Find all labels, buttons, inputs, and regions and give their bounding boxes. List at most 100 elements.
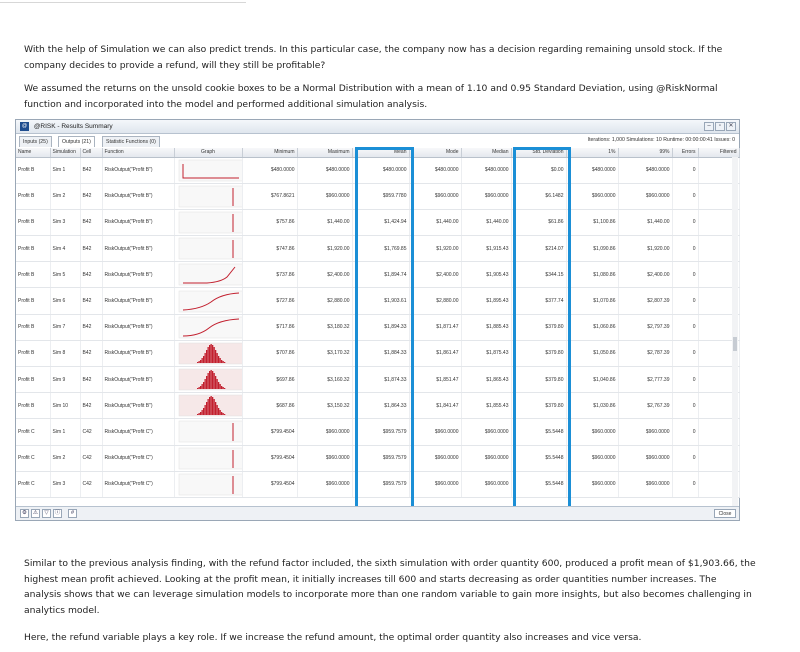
histogram-bar xyxy=(222,387,224,390)
graph-background xyxy=(178,316,241,338)
col-filtered[interactable]: Filtered xyxy=(698,148,740,158)
table-row[interactable]: Profit C Sim 2 C42 RiskOutput("Profit C") $7… xyxy=(16,445,740,472)
cell-ref: B42 xyxy=(80,157,103,184)
distribution-graph-hist xyxy=(178,368,241,391)
cell-name: Profit C xyxy=(16,445,51,472)
col-mode[interactable]: Mode xyxy=(409,148,462,158)
col-std-deviation[interactable]: Std. Deviation xyxy=(511,148,567,158)
histogram-bar xyxy=(216,352,218,363)
tab-outputs[interactable]: Outputs (21) xyxy=(58,136,95,147)
cell-mean: $1,864.33 xyxy=(352,392,410,420)
col-errors[interactable]: Errors xyxy=(672,148,699,158)
cell-median: $960.0000 xyxy=(461,471,512,498)
graph-cdf-curve xyxy=(182,318,239,337)
cell-median: $1,885.43 xyxy=(461,314,512,341)
table-row[interactable]: Profit B Sim 2 B42 RiskOutput("Profit B") $7… xyxy=(16,183,740,210)
cell-mean: $959.7579 xyxy=(352,471,410,498)
cell-graph xyxy=(174,340,243,368)
cell-p99: $2,777.39 xyxy=(618,366,673,394)
cell-simulation: Sim 1 xyxy=(50,418,81,446)
table-row[interactable]: Profit B Sim 6 B42 RiskOutput("Profit B") $7… xyxy=(16,287,740,315)
histogram-bar xyxy=(222,360,224,363)
cell-ref: C42 xyxy=(80,418,103,446)
table-row[interactable]: Profit B Sim 3 B42 RiskOutput("Profit B") $7… xyxy=(16,209,740,237)
distribution-graph-flat xyxy=(178,237,241,260)
cell-mean: $1,874.33 xyxy=(352,366,410,394)
tab-statistic-functions[interactable]: Statistic Functions (0) xyxy=(102,136,160,147)
cell-graph xyxy=(174,418,243,446)
table-row[interactable]: Profit B Sim 4 B42 RiskOutput("Profit B") $7… xyxy=(16,235,740,263)
tab-inputs[interactable]: Inputs (25) xyxy=(19,136,52,147)
cell-maximum: $960.0000 xyxy=(297,183,353,210)
cell-p1: $960.0000 xyxy=(566,445,619,472)
col-cell[interactable]: Cell xyxy=(80,148,103,158)
cell-std-deviation: $379.80 xyxy=(511,366,567,394)
cell-std-deviation: $0.00 xyxy=(511,157,567,184)
histogram-bar xyxy=(208,344,210,363)
cell-p99: $2,400.00 xyxy=(618,261,673,289)
histogram-bar xyxy=(213,346,215,363)
vertical-scrollbar[interactable] xyxy=(732,157,738,509)
cell-median: $1,855.43 xyxy=(461,392,512,420)
col-function[interactable]: Function xyxy=(102,148,175,158)
cell-p99: $2,767.39 xyxy=(618,392,673,420)
col-maximum[interactable]: Maximum xyxy=(297,148,353,158)
col-simulation[interactable]: Simulation xyxy=(50,148,81,158)
cell-minimum: $799.4504 xyxy=(242,418,298,446)
table-row[interactable]: Profit C Sim 1 C42 RiskOutput("Profit C") $7… xyxy=(16,418,740,446)
histogram-bar xyxy=(220,359,222,363)
col-minimum[interactable]: Minimum xyxy=(242,148,298,158)
cell-minimum: $767.8621 xyxy=(242,183,298,210)
col-p99[interactable]: 99% xyxy=(618,148,673,158)
col-name[interactable]: Name xyxy=(16,148,51,158)
cell-mode: $960.0000 xyxy=(409,418,462,446)
cell-median: $1,865.43 xyxy=(461,366,512,394)
cell-maximum: $2,880.00 xyxy=(297,287,353,315)
settings-icon[interactable]: ⚙ xyxy=(20,509,29,518)
table-row[interactable]: Profit C Sim 3 C42 RiskOutput("Profit C") $7… xyxy=(16,471,740,498)
cell-median: $960.0000 xyxy=(461,445,512,472)
graph-background xyxy=(178,159,241,181)
filter-icon[interactable]: ▽ xyxy=(42,509,51,518)
results-summary-window: @ @RISK - Results Summary – ▫ ✕ Inputs (… xyxy=(15,119,740,521)
table-row[interactable]: Profit B Sim 10 B42 RiskOutput("Profit B") $… xyxy=(16,392,740,420)
graph-background xyxy=(178,421,241,443)
col-median[interactable]: Median xyxy=(461,148,512,158)
graph-background xyxy=(178,237,241,260)
minimize-button[interactable]: – xyxy=(704,122,714,131)
cell-errors: 0 xyxy=(672,157,699,184)
cell-mode: $1,920.00 xyxy=(409,235,462,263)
table-row[interactable]: Profit B Sim 9 B42 RiskOutput("Profit B") $6… xyxy=(16,366,740,394)
cell-errors: 0 xyxy=(672,261,699,289)
cell-graph xyxy=(174,183,243,210)
assumption-paragraph: We assumed the returns on the unsold coo… xyxy=(24,83,718,110)
cell-graph xyxy=(174,445,243,472)
cell-p1: $960.0000 xyxy=(566,471,619,498)
col-graph[interactable]: Graph xyxy=(174,148,243,158)
cell-function: RiskOutput("Profit C") xyxy=(102,418,175,446)
table-row[interactable]: Profit B Sim 5 B42 RiskOutput("Profit B") $7… xyxy=(16,261,740,289)
table-row[interactable]: Profit B Sim 8 B42 RiskOutput("Profit B") $7… xyxy=(16,340,740,368)
cell-function: RiskOutput("Profit B") xyxy=(102,157,175,184)
maximize-button[interactable]: ▫ xyxy=(715,122,725,131)
results-table: Name Simulation Cell Function Graph Mini… xyxy=(16,148,740,498)
scrollbar-thumb[interactable] xyxy=(733,337,737,351)
col-mean[interactable]: Mean xyxy=(352,148,410,158)
warning-icon[interactable]: ⚠ xyxy=(31,509,40,518)
cell-std-deviation: $344.15 xyxy=(511,261,567,289)
cell-std-deviation: $5.5448 xyxy=(511,471,567,498)
cell-ref: B42 xyxy=(80,287,103,315)
close-button[interactable]: Close xyxy=(714,509,736,518)
cell-p99: $2,807.39 xyxy=(618,287,673,315)
tabs-row: Inputs (25) Outputs (21) Statistic Funct… xyxy=(16,134,739,147)
col-p1[interactable]: 1% xyxy=(566,148,619,158)
histogram-bar xyxy=(220,386,222,390)
info-icon[interactable]: ⓘ xyxy=(53,509,62,518)
cell-maximum: $960.0000 xyxy=(297,418,353,446)
table-row[interactable]: Profit B Sim 1 B42 RiskOutput("Profit B") $4… xyxy=(16,157,740,184)
table-row[interactable]: Profit B Sim 7 B42 RiskOutput("Profit B") $7… xyxy=(16,314,740,341)
histogram-bar xyxy=(196,361,198,363)
grid-icon[interactable]: # xyxy=(68,509,77,518)
close-window-button[interactable]: ✕ xyxy=(726,122,736,131)
cell-minimum: $717.86 xyxy=(242,314,298,341)
